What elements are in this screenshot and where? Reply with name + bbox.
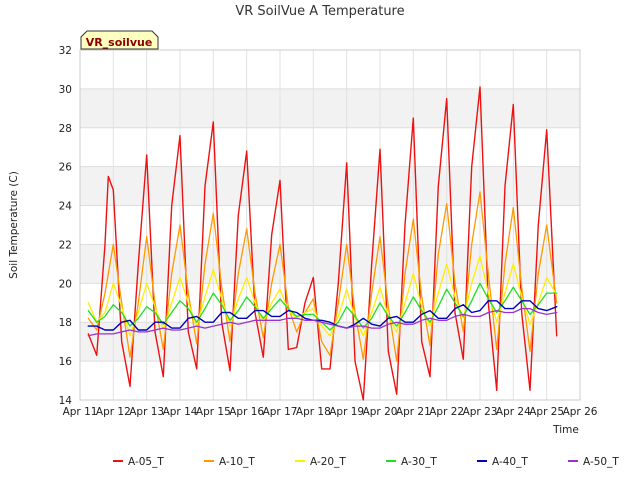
- series-line-a-40-t: [87, 300, 558, 331]
- x-tick-label: Apr 18: [296, 406, 331, 418]
- plot-background-bands: [80, 50, 580, 400]
- legend-label: A-10_T: [219, 456, 255, 468]
- x-tick-label: Apr 16: [229, 406, 264, 418]
- x-tick-label: Apr 20: [363, 406, 398, 418]
- x-tick-label: Apr 15: [196, 406, 231, 418]
- y-tick-label: 24: [59, 201, 73, 213]
- y-axis-label: Soil Temperature (C): [8, 171, 20, 279]
- series-line-a-50-t: [87, 307, 558, 337]
- x-tick-label: Apr 13: [129, 406, 164, 418]
- grid-band: [80, 205, 580, 245]
- grid-band: [80, 127, 580, 167]
- y-tick-label: 18: [59, 317, 72, 329]
- x-tick-label: Apr 11: [63, 406, 98, 418]
- x-tick-label: Apr 17: [263, 406, 298, 418]
- x-tick-label: Apr 24: [496, 406, 531, 418]
- station-badge-box: [80, 30, 159, 50]
- x-tick-label: Apr 14: [163, 406, 198, 418]
- legend-label: A-20_T: [310, 456, 346, 468]
- grid-band: [80, 283, 580, 323]
- x-tick-label: Apr 21: [396, 406, 431, 418]
- x-tick-label: Apr 22: [429, 406, 464, 418]
- series-lines: [87, 86, 558, 401]
- x-axis-label: Time: [552, 424, 579, 436]
- y-tick-label: 30: [59, 84, 72, 96]
- x-tick-label: Apr 26: [563, 406, 598, 418]
- grid-band: [80, 88, 580, 128]
- x-tick-label: Apr 12: [96, 406, 131, 418]
- plot-frame: [79, 49, 581, 401]
- x-tick-label: Apr 23: [463, 406, 498, 418]
- legend-label: A-40_T: [492, 456, 528, 468]
- grid-band: [80, 50, 580, 89]
- y-tick-label: 14: [59, 395, 73, 407]
- legend-label: A-30_T: [401, 456, 437, 468]
- grid-band: [80, 244, 580, 284]
- station-badge: VR_soilvue: [80, 30, 159, 50]
- y-tick-label: 26: [59, 162, 73, 174]
- legend: A-05_T A-10_T A-20_T A-30_T A-40_T A-50_T: [113, 456, 619, 468]
- grid-band: [80, 166, 580, 206]
- x-tick-label: Apr 25: [529, 406, 564, 418]
- x-tick-label: Apr 19: [329, 406, 364, 418]
- chart-title: VR SoilVue A Temperature: [235, 4, 404, 19]
- y-tick-label: 20: [59, 278, 72, 290]
- legend-label: A-05_T: [128, 456, 164, 468]
- y-tick-label: 22: [59, 239, 72, 251]
- y-tick-labels: 14 16 18 20 22 24 26 28 30 32: [59, 45, 73, 407]
- y-tick-label: 32: [59, 45, 72, 57]
- y-tick-label: 16: [59, 356, 73, 368]
- station-badge-label: VR_soilvue: [86, 36, 153, 49]
- y-tick-label: 28: [59, 123, 72, 135]
- legend-label: A-50_T: [583, 456, 619, 468]
